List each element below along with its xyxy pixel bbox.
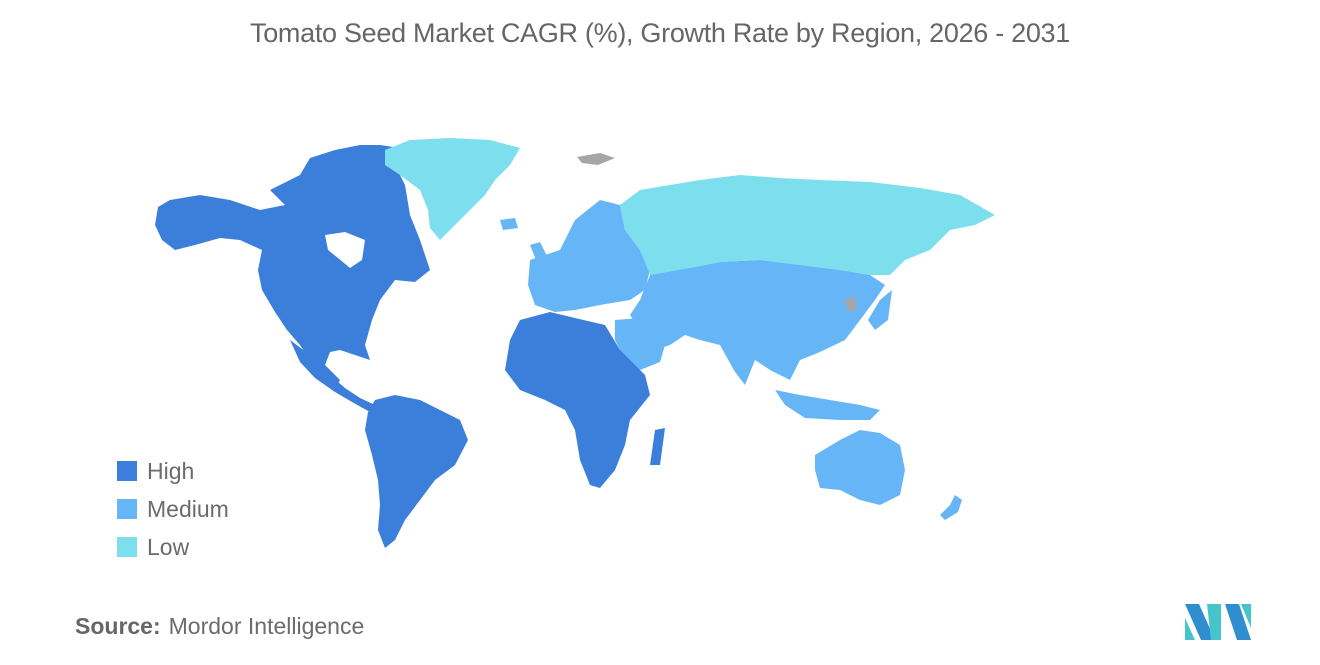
region-korea-nodata — [845, 296, 856, 312]
chart-title: Tomato Seed Market CAGR (%), Growth Rate… — [250, 18, 1070, 48]
legend: High Medium Low — [117, 452, 229, 566]
region-north-america — [155, 145, 430, 390]
region-new-zealand — [940, 495, 962, 520]
region-hudson-bay-hole — [325, 232, 365, 268]
legend-item-high: High — [117, 452, 229, 490]
region-madagascar — [650, 428, 665, 465]
legend-item-medium: Medium — [117, 490, 229, 528]
region-iceland — [500, 218, 518, 230]
region-africa — [505, 312, 650, 488]
legend-item-low: Low — [117, 528, 229, 566]
region-se-asia — [775, 390, 880, 420]
region-australia — [815, 430, 905, 505]
region-south-america — [365, 395, 468, 548]
legend-swatch-low — [117, 537, 137, 557]
region-russia — [620, 175, 995, 280]
region-greenland — [385, 138, 520, 240]
legend-label-high: High — [147, 457, 195, 484]
legend-swatch-medium — [117, 499, 137, 519]
legend-label-low: Low — [147, 533, 190, 560]
region-asia — [630, 260, 885, 385]
region-svalbard-nodata — [577, 153, 615, 165]
source-value: Mordor Intelligence — [168, 613, 365, 639]
source-line: Source: Mordor Intelligence — [75, 613, 364, 640]
region-middle-east — [615, 318, 665, 370]
legend-swatch-high — [117, 461, 137, 481]
region-japan — [868, 290, 892, 330]
region-central-america — [290, 340, 375, 412]
source-label: Source: — [75, 613, 161, 639]
region-uk — [530, 242, 548, 265]
legend-label-medium: Medium — [147, 495, 229, 522]
mordor-logo-icon — [1185, 604, 1251, 640]
region-europe — [528, 200, 650, 312]
